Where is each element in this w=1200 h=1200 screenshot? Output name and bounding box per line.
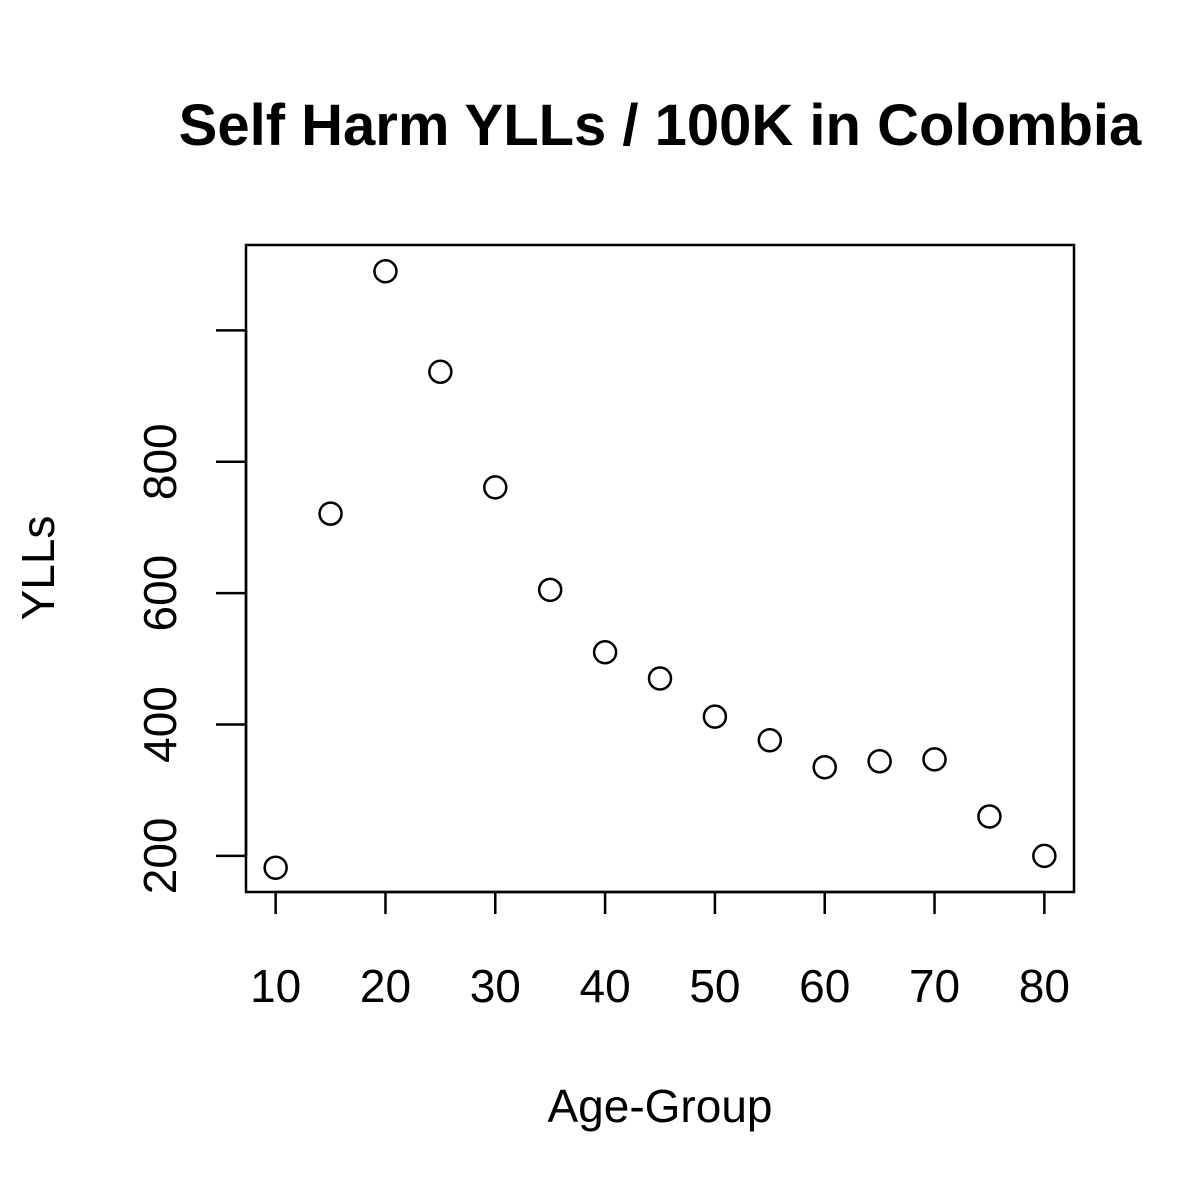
y-tick-label: 800 <box>134 423 186 500</box>
x-tick-label: 50 <box>689 960 740 1012</box>
x-tick-label: 20 <box>360 960 411 1012</box>
data-point <box>428 359 453 385</box>
data-point <box>592 639 618 665</box>
x-tick-label: 80 <box>1019 960 1070 1012</box>
data-point <box>867 749 892 774</box>
data-points <box>263 259 1057 880</box>
data-point <box>647 666 673 691</box>
plot-frame <box>244 243 1076 894</box>
x-tick-label: 60 <box>799 960 850 1012</box>
x-axis-label: Age-Group <box>547 1080 772 1132</box>
data-point <box>1032 843 1057 869</box>
data-point <box>537 577 563 603</box>
data-point <box>263 855 288 880</box>
data-point <box>702 704 728 729</box>
y-tick-label: 600 <box>134 555 186 632</box>
data-point <box>757 728 783 753</box>
data-point <box>483 475 508 500</box>
y-axis: 200 400 600 800 <box>134 329 248 894</box>
y-tick-label: 400 <box>134 686 186 763</box>
y-tick-label: 200 <box>134 817 186 894</box>
data-point <box>922 747 947 772</box>
y-axis-label: YLLs <box>12 516 64 621</box>
x-tick-label: 10 <box>250 960 301 1012</box>
data-point <box>812 754 837 780</box>
chart-title: Self Harm YLLs / 100K in Colombia <box>179 93 1142 158</box>
x-tick-label: 30 <box>470 960 521 1012</box>
x-axis: 10 20 30 40 50 60 70 80 <box>250 890 1070 1012</box>
x-tick-label: 70 <box>909 960 960 1012</box>
data-point <box>977 804 1002 829</box>
data-point <box>373 259 398 284</box>
data-point <box>318 501 343 526</box>
x-tick-label: 40 <box>580 960 631 1012</box>
